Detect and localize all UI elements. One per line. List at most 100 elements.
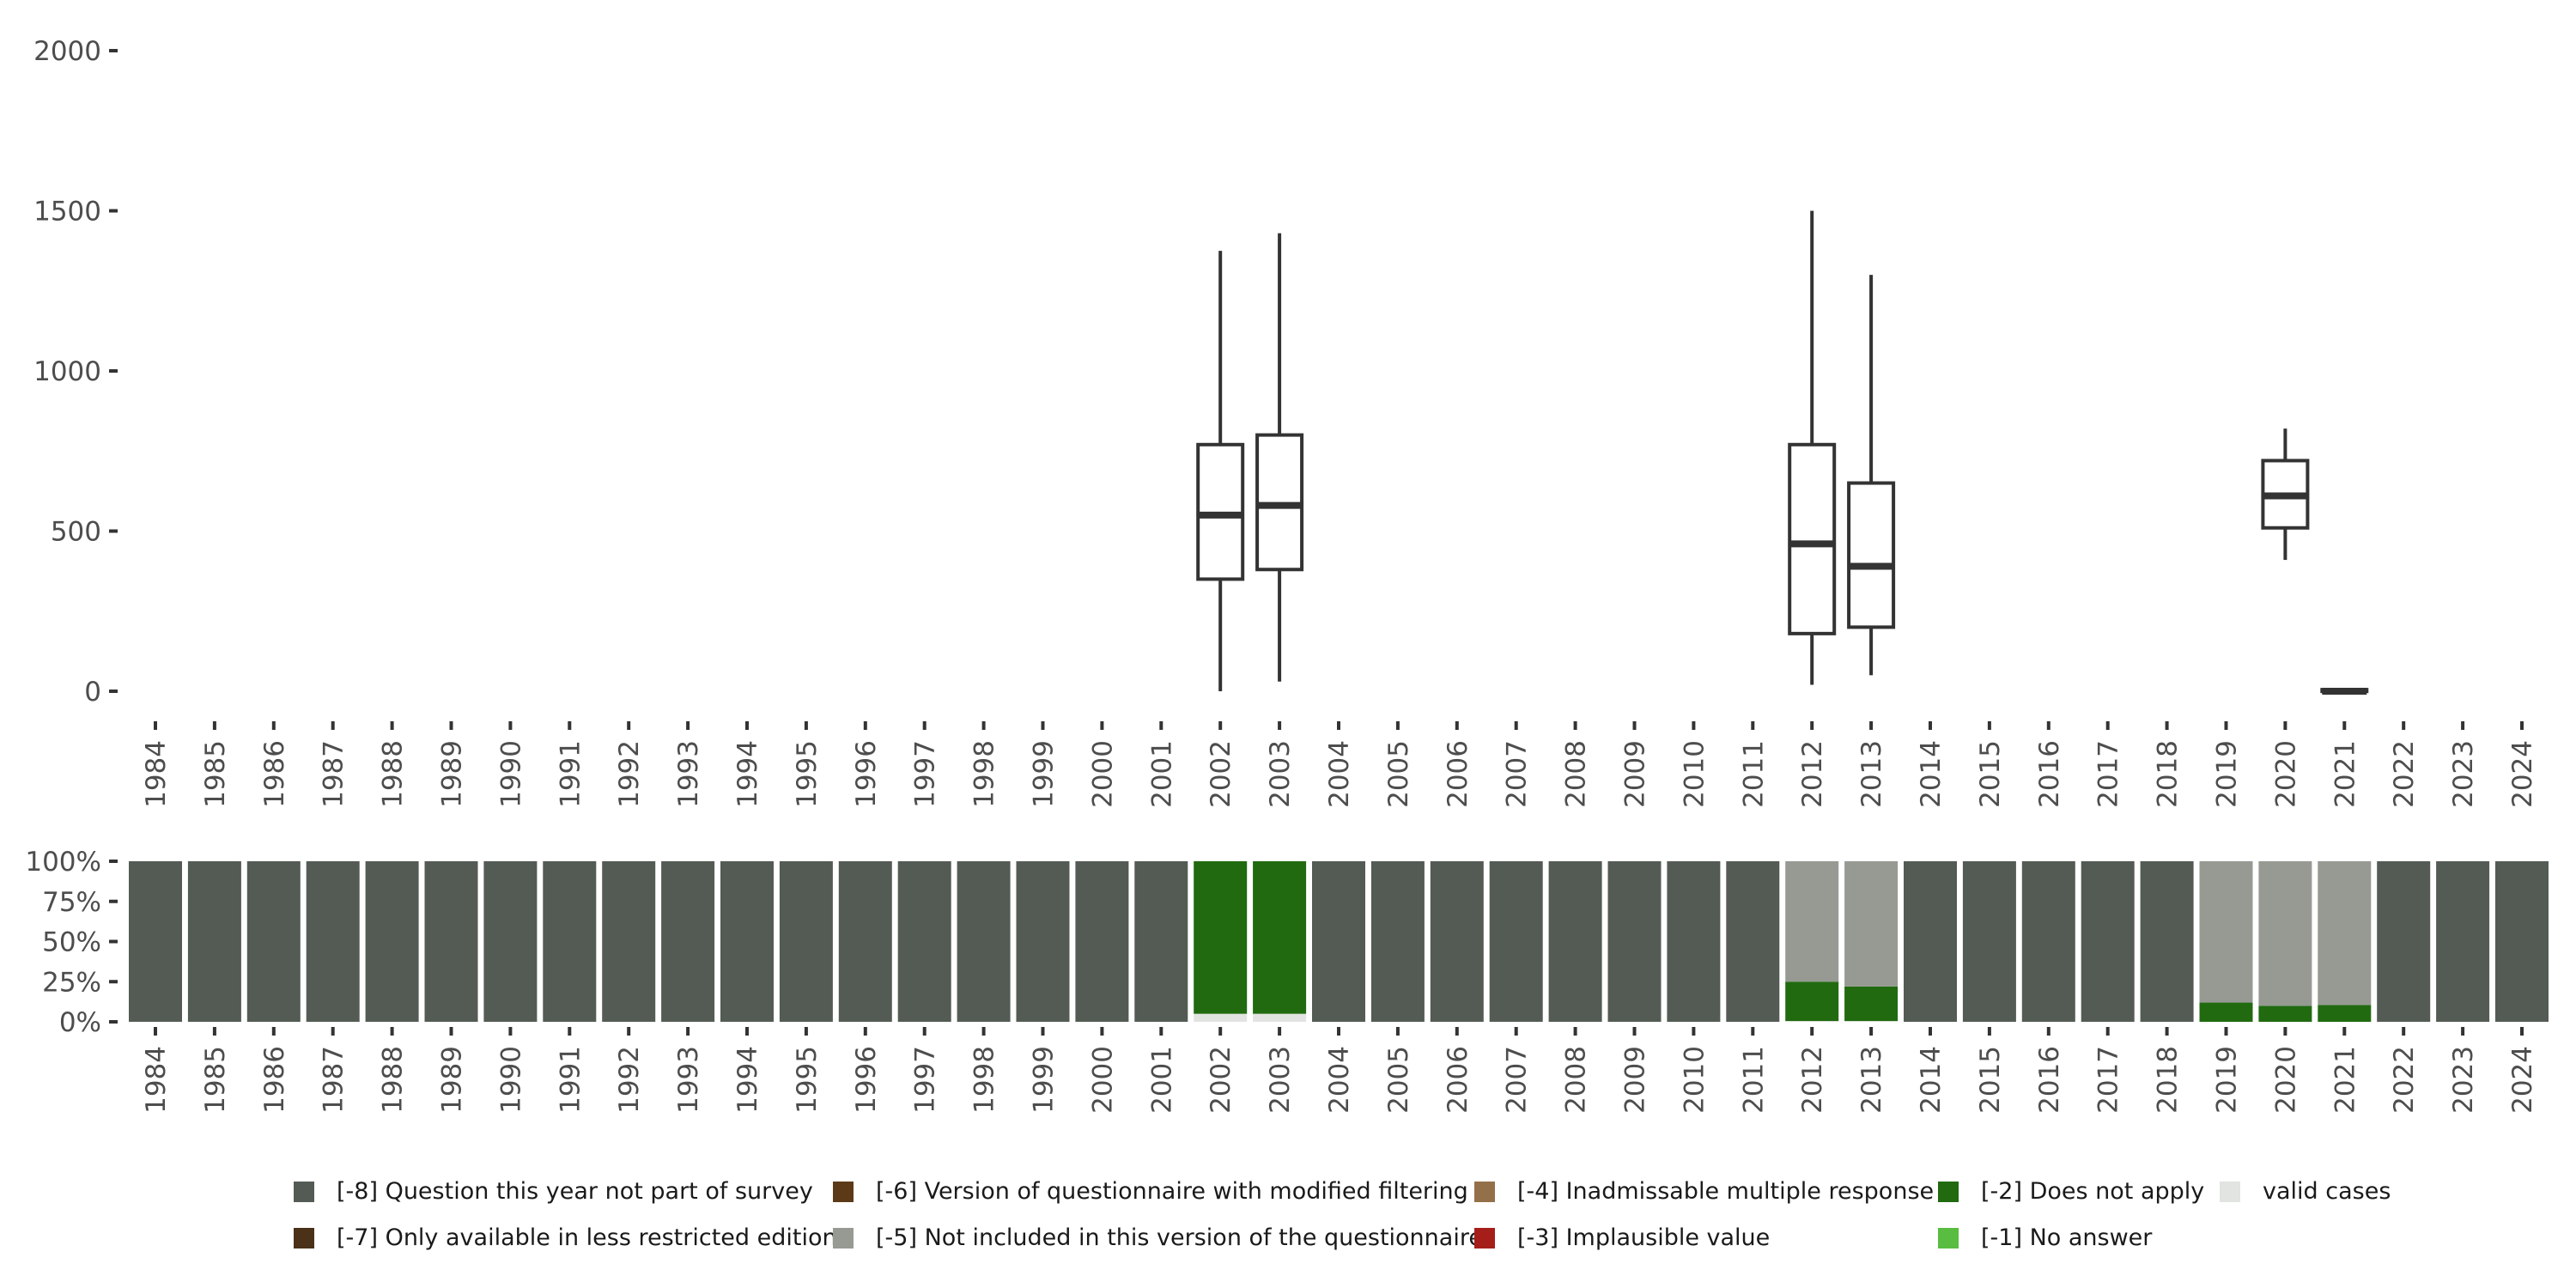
y-tick-label: 100%	[25, 847, 101, 878]
x-tick-label: 2023	[2448, 1046, 2479, 1114]
bar-segment-2000-code-8	[1075, 861, 1129, 1022]
x-tick-label: 2002	[1206, 1046, 1236, 1114]
x-tick-label: 2000	[1087, 740, 1118, 808]
x-tick-label: 2006	[1443, 740, 1473, 808]
bar-segment-1988-code-8	[365, 861, 419, 1022]
x-tick-label: 1985	[200, 1046, 231, 1114]
x-tick-label: 2021	[2330, 740, 2360, 808]
x-tick-label: 1985	[200, 740, 231, 808]
x-tick-label: 2007	[1502, 1046, 1533, 1114]
x-tick-label: 2002	[1206, 740, 1236, 808]
x-tick-label: 1997	[910, 740, 941, 808]
x-tick-label: 1992	[614, 740, 645, 808]
x-tick-label: 2009	[1620, 740, 1651, 808]
bar-segment-2023-code-8	[2436, 861, 2490, 1022]
x-tick-label: 2018	[2153, 1046, 2184, 1114]
bar-segment-2009-code-8	[1607, 861, 1662, 1022]
y-tick-label: 1000	[33, 356, 101, 387]
x-tick-label: 2017	[2093, 740, 2124, 808]
bar-segment-1993-code-8	[661, 861, 715, 1022]
x-tick-label: 2003	[1265, 740, 1296, 808]
x-tick-label: 2023	[2448, 740, 2479, 808]
bar-segment-2024-code-8	[2495, 861, 2549, 1022]
bar-segment-1985-code-8	[187, 861, 241, 1022]
bar-segment-1994-code-8	[720, 861, 774, 1022]
x-tick-label: 2007	[1502, 740, 1533, 808]
bar-segment-2001-code-8	[1134, 861, 1188, 1022]
bar-segment-2017-code-8	[2081, 861, 2135, 1022]
bar-segment-1998-code-8	[957, 861, 1011, 1022]
x-tick-label: 2022	[2389, 1046, 2420, 1114]
x-tick-label: 2005	[1383, 740, 1414, 808]
x-tick-label: 1988	[378, 740, 409, 808]
bar-segment-2011-code-8	[1726, 861, 1780, 1022]
y-tick-label: 1500	[33, 197, 101, 228]
x-tick-label: 1990	[495, 740, 526, 808]
bar-segment-2002-code-2	[1194, 861, 1248, 1014]
bar-segment-1986-code-8	[246, 861, 301, 1022]
x-tick-label: 2017	[2093, 1046, 2124, 1114]
x-tick-label: 2013	[1856, 740, 1887, 808]
x-tick-label: 1984	[141, 1046, 172, 1114]
bar-segment-1995-code-8	[779, 861, 833, 1022]
x-tick-label: 1994	[732, 1046, 763, 1114]
bar-segment-2018-code-8	[2140, 861, 2194, 1022]
x-tick-label: 1995	[792, 1046, 823, 1114]
bar-segment-1984-code-8	[129, 861, 182, 1022]
x-tick-label: 2011	[1738, 1046, 1769, 1114]
bar-segment-2007-code-8	[1489, 861, 1543, 1022]
x-tick-label: 2015	[1975, 740, 2006, 808]
y-tick-label: 75%	[42, 887, 101, 918]
bar-segment-2019-code-5	[2199, 861, 2253, 1003]
x-tick-label: 2008	[1561, 740, 1592, 808]
x-tick-label: 1998	[969, 1046, 1000, 1114]
x-tick-label: 1996	[851, 740, 882, 808]
bar-segment-2019-code-2	[2199, 1002, 2253, 1022]
x-tick-label: 2018	[2153, 740, 2184, 808]
x-tick-label: 1987	[319, 1046, 349, 1114]
x-tick-label: 2016	[2034, 740, 2065, 808]
bar-segment-2004-code-8	[1312, 861, 1365, 1022]
x-tick-label: 2024	[2507, 740, 2538, 808]
x-tick-label: 2021	[2330, 1046, 2360, 1114]
bar-segment-1999-code-8	[1016, 861, 1070, 1022]
x-tick-label: 2004	[1324, 1046, 1355, 1114]
x-tick-label: 1989	[437, 740, 468, 808]
x-tick-label: 2001	[1146, 1046, 1177, 1114]
bar-segment-1996-code-8	[838, 861, 892, 1022]
x-tick-label: 1990	[495, 1046, 526, 1114]
x-tick-label: 1997	[910, 1046, 941, 1114]
x-tick-label: 2008	[1561, 1046, 1592, 1114]
bar-segment-2013-code-5	[1844, 861, 1899, 987]
bar-segment-2003-valid	[1253, 1013, 1307, 1022]
x-tick-label: 2005	[1383, 1046, 1414, 1114]
bar-segment-2003-code-2	[1253, 861, 1307, 1014]
bar-segment-1991-code-8	[543, 861, 597, 1022]
y-tick-label: 500	[51, 517, 101, 548]
x-tick-label: 2001	[1146, 740, 1177, 808]
x-tick-label: 1992	[614, 1046, 645, 1114]
y-tick-label: 50%	[42, 927, 101, 958]
bar-segment-2020-code-5	[2258, 861, 2312, 1006]
x-tick-label: 2022	[2389, 740, 2420, 808]
bar-segment-2013-code-2	[1844, 986, 1899, 1022]
x-tick-label: 1984	[141, 740, 172, 808]
x-tick-label: 1991	[555, 740, 586, 808]
bar-segment-1992-code-8	[602, 861, 656, 1022]
x-tick-label: 2011	[1738, 740, 1769, 808]
x-tick-label: 2006	[1443, 1046, 1473, 1114]
y-tick-label: 0%	[59, 1007, 101, 1038]
bar-segment-2022-code-8	[2377, 861, 2431, 1022]
x-tick-label: 1988	[378, 1046, 409, 1114]
x-tick-label: 1986	[259, 740, 290, 808]
x-tick-label: 1996	[851, 1046, 882, 1114]
bar-segment-1997-code-8	[897, 861, 951, 1022]
bar-segment-1989-code-8	[424, 861, 478, 1022]
bar-segment-1990-code-8	[483, 861, 538, 1022]
bar-segment-2021-code-2	[2318, 1005, 2372, 1022]
x-tick-label: 2024	[2507, 1046, 2538, 1114]
bar-segment-2012-code-2	[1785, 981, 1839, 1022]
x-tick-label: 2014	[1916, 740, 1947, 808]
bar-segment-2021-code-5	[2318, 861, 2372, 1005]
